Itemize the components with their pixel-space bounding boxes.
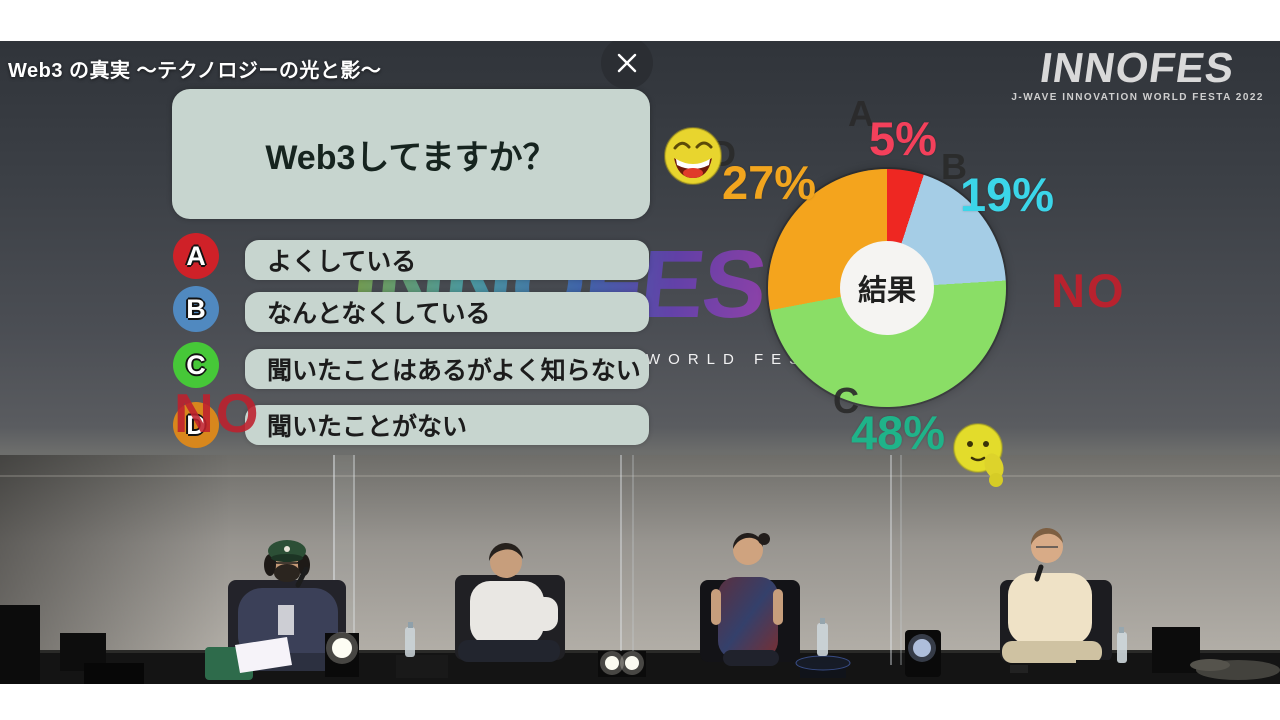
option-label-d: 聞いたことがない [267, 413, 468, 441]
stage-equipment-right [1076, 627, 1280, 682]
panelist-1 [205, 540, 346, 680]
option-row-b: なんとなくしている [245, 292, 649, 332]
video-frame: Web3 の真実 ～テクノロジーの光と影～ INNOFES J-WAVE INN… [0, 41, 1280, 684]
option-badge-d: D [173, 402, 219, 448]
event-logo: INNOFES J-WAVE INNOVATION WORLD FESTA 20… [1011, 44, 1264, 103]
stage-light-1 [325, 632, 359, 677]
video-title: Web3 の真実 ～テクノロジーの光と影～ [8, 60, 382, 82]
option-label-b: なんとなくしている [267, 300, 491, 328]
panelist-4 [1000, 527, 1112, 673]
pie-value-c: 48% [851, 406, 946, 459]
water-bottle-2 [817, 623, 828, 656]
stage-light-2 [598, 651, 646, 677]
no-annotation-left: NO [174, 382, 261, 444]
stage-light-3 [905, 630, 941, 677]
option-row-a: よくしている [245, 240, 649, 280]
event-logo-subtitle: J-WAVE INNOVATION WORLD FESTA 2022 [1011, 92, 1264, 103]
no-annotation-right: NO [1051, 264, 1126, 317]
pie-value-b: 19% [960, 168, 1055, 221]
option-row-c: 聞いたことはあるがよく知らない [245, 349, 649, 389]
stage-scene [0, 455, 1280, 684]
pie-value-a: 5% [869, 112, 937, 165]
pie-category-b: B [941, 146, 967, 187]
option-label-a: よくしている [267, 248, 417, 276]
pie-center-label-circle: 結果 [840, 241, 934, 335]
event-logo-name: INNOFES [1037, 44, 1238, 91]
water-bottle-3 [1117, 632, 1127, 663]
poll-pie: 結果 [768, 169, 1006, 407]
close-button[interactable] [601, 41, 653, 89]
pie-category-c: C [833, 380, 859, 421]
close-icon [617, 53, 637, 73]
option-label-c: 聞いたことはあるがよく知らない [267, 357, 641, 385]
side-table-2 [795, 618, 851, 678]
watermark-subtext: WORLD FES [646, 351, 808, 368]
thinking-emoji [953, 423, 1004, 487]
pie-category-a: A [848, 93, 874, 134]
panelist-3 [700, 532, 800, 666]
panelist-2 [455, 542, 565, 662]
poll-question-box: Web3してますか？ [172, 89, 650, 219]
option-badge-c: C [173, 342, 219, 388]
stage-equipment-left [0, 605, 144, 684]
side-table-1 [396, 622, 448, 678]
option-row-d: 聞いたことがない [245, 405, 649, 445]
option-badge-b: B [173, 286, 219, 332]
pie-center-label: 結果 [857, 275, 916, 307]
pie-value-d: 27% [722, 156, 817, 209]
poll-question: Web3してますか？ [265, 138, 557, 177]
laughing-emoji [664, 127, 722, 185]
option-badge-a: A [173, 233, 219, 279]
water-bottle-1 [405, 627, 415, 657]
